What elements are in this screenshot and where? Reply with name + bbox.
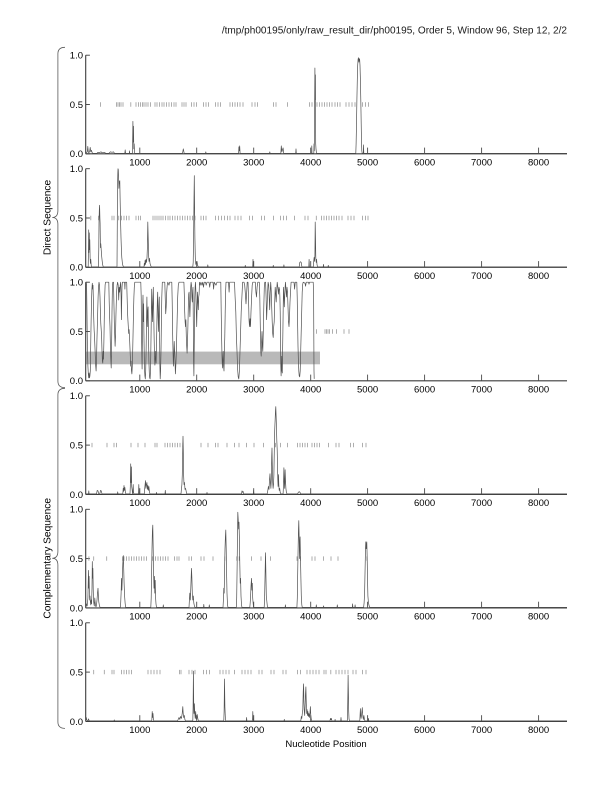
svg-text:1000: 1000 [129,725,150,736]
svg-text:2000: 2000 [186,612,207,623]
svg-text:7000: 7000 [471,385,492,396]
svg-text:3000: 3000 [243,498,264,509]
svg-text:1000: 1000 [129,158,150,169]
svg-text:0.0: 0.0 [70,490,83,501]
svg-text:7000: 7000 [471,725,492,736]
svg-text:0.0: 0.0 [70,717,83,728]
svg-text:0.0: 0.0 [70,149,83,160]
svg-text:5000: 5000 [357,725,378,736]
svg-text:0.5: 0.5 [70,668,83,679]
svg-text:2000: 2000 [186,498,207,509]
svg-text:4000: 4000 [300,385,321,396]
svg-text:1.0: 1.0 [70,278,83,289]
svg-text:8000: 8000 [528,385,549,396]
svg-text:4000: 4000 [300,498,321,509]
svg-text:Nucleotide Position: Nucleotide Position [285,739,366,750]
svg-text:/tmp/ph00195/only/raw_result_d: /tmp/ph00195/only/raw_result_dir/ph00195… [222,26,568,37]
svg-text:1.0: 1.0 [70,51,83,62]
svg-text:7000: 7000 [471,158,492,169]
svg-text:2000: 2000 [186,158,207,169]
svg-text:1000: 1000 [129,271,150,282]
svg-text:3000: 3000 [243,612,264,623]
svg-text:1000: 1000 [129,498,150,509]
svg-text:8000: 8000 [528,612,549,623]
svg-text:2000: 2000 [186,725,207,736]
svg-text:8000: 8000 [528,271,549,282]
svg-text:1000: 1000 [129,612,150,623]
svg-text:0.5: 0.5 [70,100,83,111]
svg-text:6000: 6000 [414,158,435,169]
svg-text:0.0: 0.0 [70,376,83,387]
svg-text:0.5: 0.5 [70,327,83,338]
svg-text:0.5: 0.5 [70,554,83,565]
svg-text:5000: 5000 [357,385,378,396]
svg-text:1.0: 1.0 [70,505,83,516]
svg-text:4000: 4000 [300,612,321,623]
svg-text:2000: 2000 [186,271,207,282]
svg-text:Direct Sequence: Direct Sequence [43,180,54,256]
svg-text:0.5: 0.5 [70,441,83,452]
svg-text:5000: 5000 [357,612,378,623]
svg-text:3000: 3000 [243,271,264,282]
svg-text:8000: 8000 [528,725,549,736]
svg-text:3000: 3000 [243,158,264,169]
svg-text:4000: 4000 [300,725,321,736]
svg-text:5000: 5000 [357,271,378,282]
svg-text:3000: 3000 [243,725,264,736]
svg-text:Complementary Sequence: Complementary Sequence [43,498,54,619]
svg-text:7000: 7000 [471,498,492,509]
svg-text:1.0: 1.0 [70,164,83,175]
svg-text:5000: 5000 [357,498,378,509]
svg-text:4000: 4000 [300,158,321,169]
svg-text:1000: 1000 [129,385,150,396]
svg-text:8000: 8000 [528,158,549,169]
svg-text:6000: 6000 [414,385,435,396]
svg-text:6000: 6000 [414,271,435,282]
svg-text:7000: 7000 [471,271,492,282]
svg-text:0.0: 0.0 [70,263,83,274]
svg-text:8000: 8000 [528,498,549,509]
svg-text:7000: 7000 [471,612,492,623]
svg-text:3000: 3000 [243,385,264,396]
svg-text:0.0: 0.0 [70,603,83,614]
svg-text:4000: 4000 [300,271,321,282]
svg-text:5000: 5000 [357,158,378,169]
svg-text:6000: 6000 [414,498,435,509]
svg-text:1.0: 1.0 [70,391,83,402]
svg-text:0.5: 0.5 [70,213,83,224]
svg-text:6000: 6000 [414,725,435,736]
svg-text:2000: 2000 [186,385,207,396]
svg-text:6000: 6000 [414,612,435,623]
svg-text:1.0: 1.0 [70,618,83,629]
